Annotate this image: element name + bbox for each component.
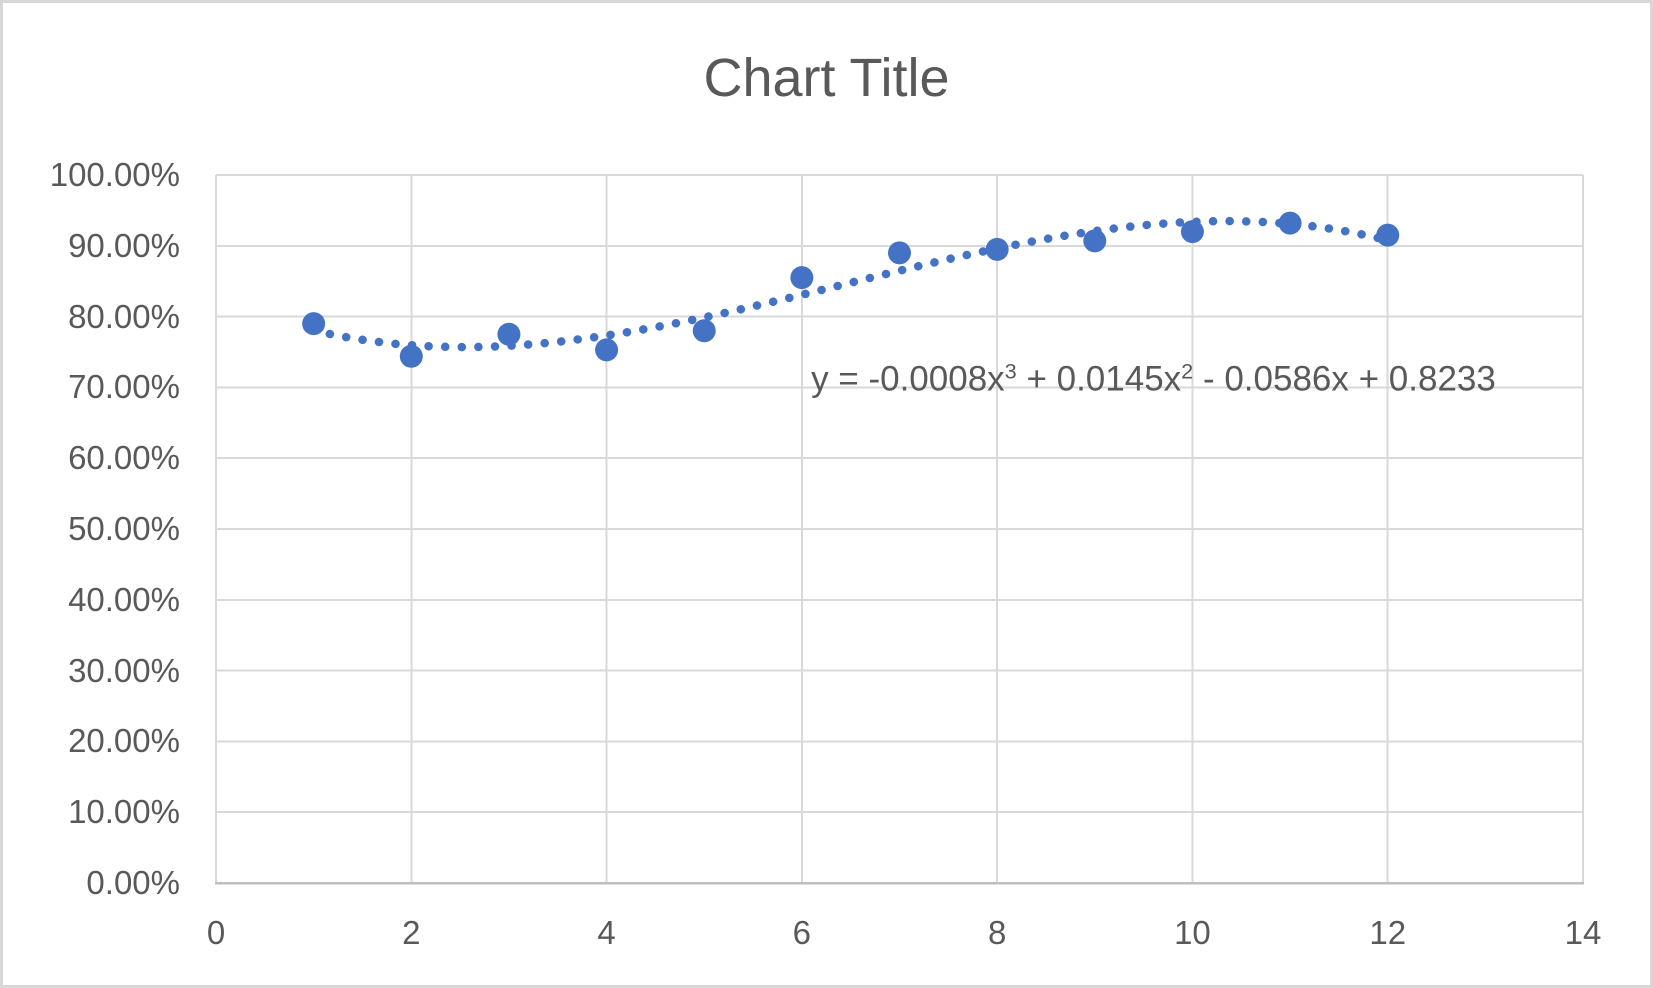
x-axis-tick-label: 2 <box>402 914 421 951</box>
y-axis-tick-label: 100.00% <box>49 156 180 193</box>
plot-area[interactable] <box>3 3 1653 988</box>
data-point-marker[interactable] <box>497 322 521 346</box>
y-axis-tick-label: 10.00% <box>68 793 180 831</box>
equation-part: y = -0.0008x <box>811 359 1005 399</box>
trendline-dotted[interactable] <box>309 216 1392 352</box>
x-axis-tick-label: 6 <box>792 914 812 951</box>
data-point-marker[interactable] <box>985 237 1009 261</box>
data-point-marker[interactable] <box>1180 220 1204 244</box>
y-axis-tick-label: 20.00% <box>68 722 180 760</box>
data-point-marker[interactable] <box>1376 223 1400 247</box>
x-axis-tick-label: 14 <box>1564 914 1602 951</box>
data-point-marker[interactable] <box>1278 211 1302 235</box>
data-point-marker[interactable] <box>790 266 814 290</box>
y-axis-tick-label: 70.00% <box>68 368 180 406</box>
y-axis-tick-label: 30.00% <box>68 651 180 689</box>
data-point-marker[interactable] <box>888 241 911 265</box>
data-point-marker[interactable] <box>399 344 423 368</box>
data-point-marker[interactable] <box>302 312 326 336</box>
equation-part: + 0.0145x <box>1016 359 1182 399</box>
y-axis-tick-label: 80.00% <box>68 297 180 335</box>
x-axis-tick-label: 4 <box>597 914 616 951</box>
x-axis-tick-label: 12 <box>1369 914 1407 951</box>
x-axis-tick-label: 0 <box>206 914 226 951</box>
equation-superscript: 2 <box>1181 358 1194 384</box>
y-axis-tick-label: 0.00% <box>86 864 180 901</box>
data-point-marker[interactable] <box>1083 229 1107 253</box>
equation-superscript: 3 <box>1004 358 1017 384</box>
y-axis-tick-label: 40.00% <box>68 580 180 618</box>
data-point-marker[interactable] <box>595 338 619 362</box>
equation-part: - 0.0586x + 0.8233 <box>1193 359 1496 399</box>
y-axis-tick-label: 60.00% <box>68 439 180 477</box>
y-axis-tick-label: 50.00% <box>68 510 180 547</box>
trendline-equation-label[interactable]: y = -0.0008x3 + 0.0145x2 - 0.0586x + 0.8… <box>772 319 1496 440</box>
x-axis-tick-label: 8 <box>987 914 1007 951</box>
data-point-marker[interactable] <box>692 319 716 343</box>
chart-title[interactable]: Chart Title <box>703 48 950 108</box>
y-axis-tick-label: 90.00% <box>68 226 180 264</box>
x-axis-tick-label: 10 <box>1174 914 1211 951</box>
